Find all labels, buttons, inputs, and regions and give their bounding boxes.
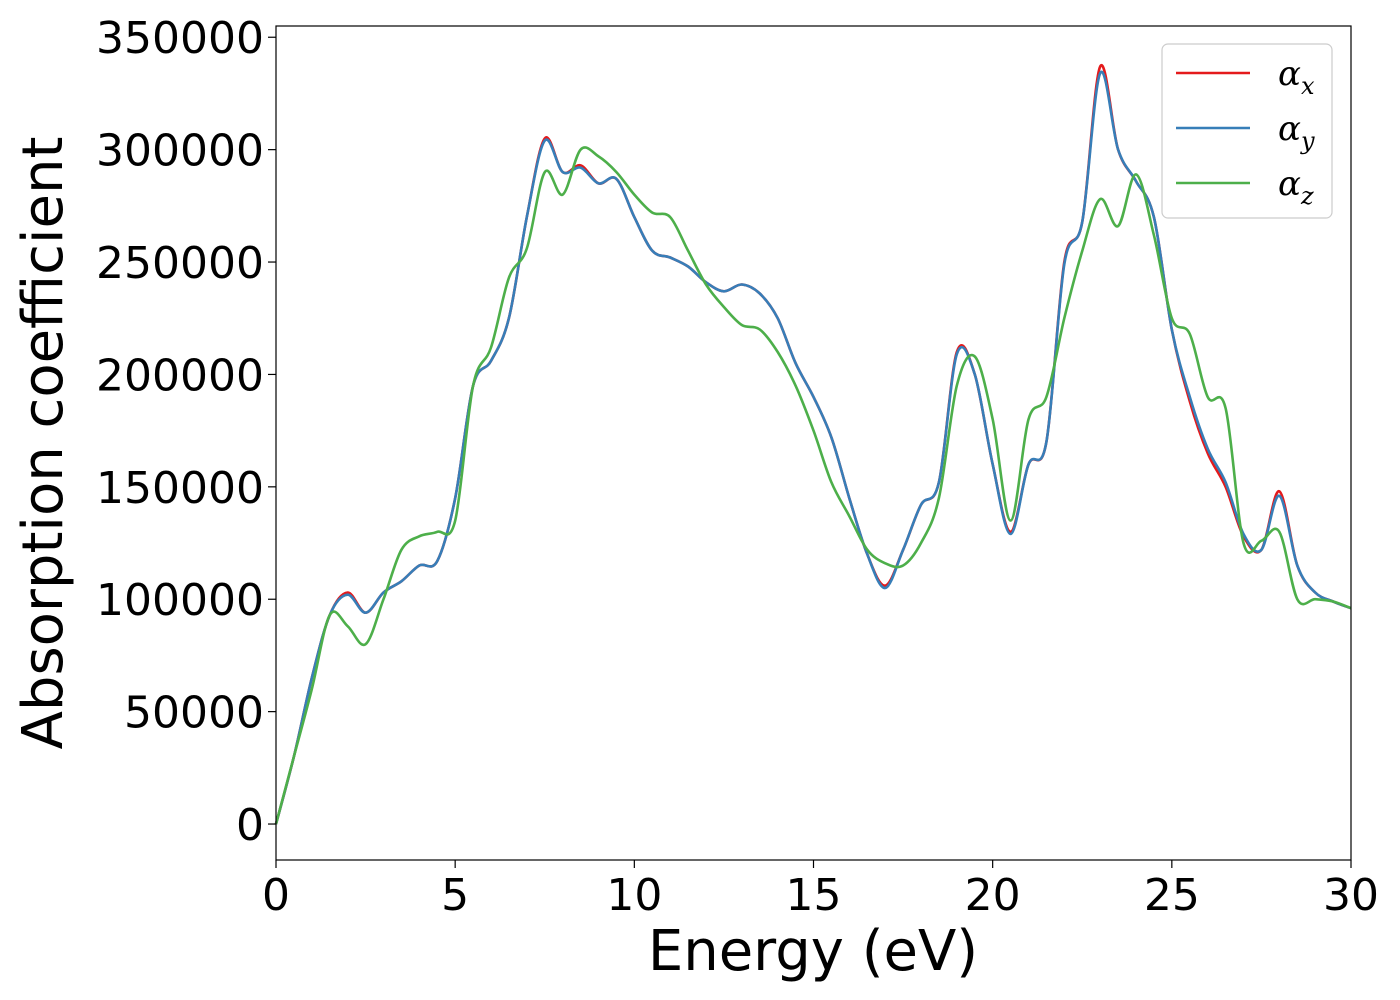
y-axis-title: Absorption coefficient (11, 137, 76, 750)
x-tick-label: 0 (262, 870, 290, 921)
y-tick-label: 0 (236, 800, 264, 851)
plot-lines (274, 64, 1352, 825)
series-line-z (274, 146, 1352, 825)
x-tick-label: 10 (606, 870, 662, 921)
x-axis-ticks: 0 5 10 15 20 25 30 (262, 860, 1379, 921)
x-tick-label: 20 (965, 870, 1021, 921)
y-tick-label: 350000 (96, 13, 264, 64)
y-tick-label: 250000 (96, 238, 264, 289)
y-tick-label: 200000 (96, 350, 264, 401)
legend-frame (1161, 43, 1333, 219)
x-tick-label: 30 (1323, 870, 1379, 921)
y-axis-ticks: 0 50000 100000 150000 200000 250000 300000 3500… (96, 13, 276, 851)
y-tick-label: 150000 (96, 463, 264, 514)
x-tick-label: 25 (1144, 870, 1200, 921)
y-tick-label: 300000 (96, 126, 264, 177)
y-tick-label: 100000 (96, 575, 264, 626)
x-tick-label: 5 (441, 870, 469, 921)
x-axis-title: Energy (eV) (648, 919, 978, 984)
x-tick-label: 15 (786, 870, 842, 921)
y-tick-label: 50000 (124, 688, 264, 739)
